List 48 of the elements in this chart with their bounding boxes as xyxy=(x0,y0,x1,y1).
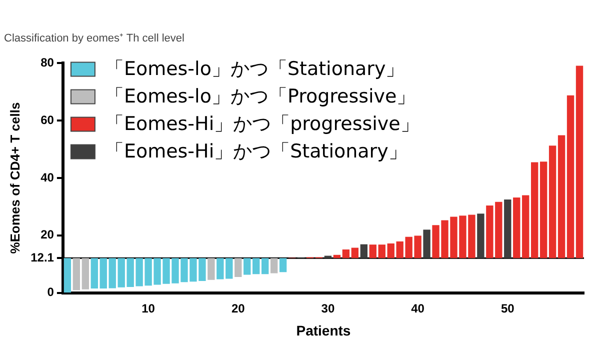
y-tick-label: 20 xyxy=(40,228,54,242)
bar xyxy=(72,258,80,290)
bar xyxy=(423,230,430,258)
bar xyxy=(369,244,376,258)
x-tick-label: 10 xyxy=(142,301,156,316)
y-tick-label: 60 xyxy=(40,112,54,127)
bar xyxy=(100,258,107,288)
bar xyxy=(576,66,584,258)
bar xyxy=(504,200,512,258)
legend-label: 「Eomes-Hi」かつ「progressive」 xyxy=(104,113,420,136)
y-tick-label: 40 xyxy=(40,170,54,184)
legend-label: 「Eomes-lo」かつ「Progressive」 xyxy=(104,86,416,108)
bar xyxy=(351,248,359,258)
y-axis-title: %Eomes of CD4+ T cells xyxy=(7,102,22,254)
x-tick-label: 20 xyxy=(231,301,246,316)
x-axis-title: Patients xyxy=(296,322,351,338)
legend-label: 「Eomes-lo」かつ「Stationary」 xyxy=(104,58,405,80)
x-tick-label: 40 xyxy=(411,301,425,316)
bar xyxy=(558,135,566,258)
bar xyxy=(333,254,341,258)
x-tick-label: 50 xyxy=(500,301,515,316)
bar xyxy=(108,258,116,288)
bar xyxy=(252,258,260,274)
bar xyxy=(82,258,90,290)
bar xyxy=(522,195,530,258)
bar xyxy=(548,146,556,258)
bar xyxy=(540,162,548,258)
y-tick-label: 12.1 xyxy=(30,250,54,264)
bar xyxy=(530,162,538,258)
x-tick-label: 30 xyxy=(321,301,335,316)
bar xyxy=(342,249,350,258)
bar xyxy=(270,258,278,274)
bar xyxy=(279,258,287,272)
bar xyxy=(566,95,574,258)
bar xyxy=(477,214,484,258)
bar xyxy=(90,258,98,288)
legend-label: 「Eomes-Hi」かつ「Stationary」 xyxy=(104,140,408,163)
y-tick-label: 80 xyxy=(40,56,54,70)
bar xyxy=(360,244,368,258)
bar xyxy=(64,258,72,293)
bar xyxy=(261,258,269,274)
bar xyxy=(513,198,520,258)
chart-title: Classification by eomes⁺ Th cell level xyxy=(4,32,184,45)
bar xyxy=(234,258,242,278)
bar xyxy=(208,258,215,280)
bar xyxy=(378,244,386,258)
y-tick-label: 0 xyxy=(47,285,54,300)
bar xyxy=(244,258,251,275)
